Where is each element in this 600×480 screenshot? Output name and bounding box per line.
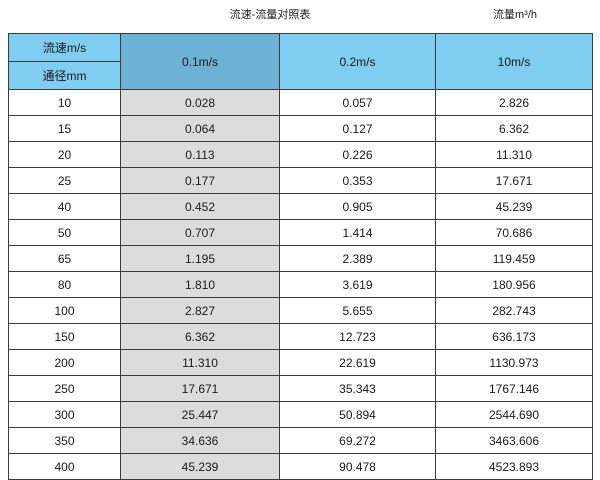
cell-flow-10: 282.743: [435, 297, 593, 324]
header-velocity-label: 流速m/s: [8, 33, 121, 62]
unit-label: 流量m³/h: [493, 9, 537, 21]
cell-flow-0-1: 0.452: [120, 193, 280, 220]
table-row: 250 17.671 35.343 1767.146: [8, 375, 593, 402]
cell-diameter: 10: [8, 89, 121, 116]
cell-flow-0-1: 0.707: [120, 219, 280, 246]
cell-diameter: 150: [8, 323, 121, 350]
cell-flow-10: 6.362: [435, 115, 593, 142]
cell-diameter: 25: [8, 167, 121, 194]
table-row: 50 0.707 1.414 70.686: [8, 219, 593, 246]
cell-flow-0-1: 17.671: [120, 375, 280, 402]
cell-diameter: 15: [8, 115, 121, 142]
cell-flow-0-2: 35.343: [279, 375, 436, 402]
cell-flow-0-2: 0.353: [279, 167, 436, 194]
cell-diameter: 300: [8, 401, 121, 428]
cell-flow-0-2: 22.619: [279, 349, 436, 376]
cell-flow-0-1: 1.810: [120, 271, 280, 298]
cell-flow-0-2: 90.478: [279, 453, 436, 480]
cell-diameter: 200: [8, 349, 121, 376]
cell-flow-10: 119.459: [435, 245, 593, 272]
cell-flow-10: 4523.893: [435, 453, 593, 480]
table-header-row-top: 流速m/s 0.1m/s 0.2m/s 10m/s: [8, 33, 593, 90]
header-column-2[interactable]: 0.2m/s: [279, 33, 436, 90]
cell-flow-10: 45.239: [435, 193, 593, 220]
flow-rate-table-container: 流速m/s 0.1m/s 0.2m/s 10m/s 通径mm 10 0.028 0.057 2.…: [8, 33, 593, 480]
header-diameter-label: 通径mm: [8, 61, 121, 90]
cell-flow-10: 70.686: [435, 219, 593, 246]
table-row: 65 1.195 2.389 119.459: [8, 245, 593, 272]
table-row: 100 2.827 5.655 282.743: [8, 297, 593, 324]
cell-flow-0-1: 0.113: [120, 141, 280, 168]
cell-diameter: 80: [8, 271, 121, 298]
cell-diameter: 400: [8, 453, 121, 480]
cell-flow-0-1: 0.064: [120, 115, 280, 142]
cell-flow-0-2: 12.723: [279, 323, 436, 350]
cell-flow-0-1: 11.310: [120, 349, 280, 376]
cell-flow-0-2: 3.619: [279, 271, 436, 298]
cell-flow-0-2: 0.226: [279, 141, 436, 168]
cell-flow-10: 11.310: [435, 141, 593, 168]
cell-flow-10: 1767.146: [435, 375, 593, 402]
cell-flow-10: 3463.606: [435, 427, 593, 454]
table-row: 300 25.447 50.894 2544.690: [8, 401, 593, 428]
cell-flow-10: 636.173: [435, 323, 593, 350]
page-root: 流速-流量对照表 流量m³/h 流速m/s 0.1m/s 0.2m/s 10m/s 通径…: [8, 9, 593, 480]
table-row: 80 1.810 3.619 180.956: [8, 271, 593, 298]
cell-flow-0-2: 50.894: [279, 401, 436, 428]
cell-flow-0-1: 45.239: [120, 453, 280, 480]
table-row: 150 6.362 12.723 636.173: [8, 323, 593, 350]
cell-flow-0-1: 0.177: [120, 167, 280, 194]
cell-diameter: 100: [8, 297, 121, 324]
cell-flow-0-2: 0.905: [279, 193, 436, 220]
cell-flow-10: 2.826: [435, 89, 593, 116]
cell-flow-10: 2544.690: [435, 401, 593, 428]
cell-flow-0-2: 2.389: [279, 245, 436, 272]
cell-flow-0-2: 0.057: [279, 89, 436, 116]
cell-diameter: 40: [8, 193, 121, 220]
cell-flow-0-1: 25.447: [120, 401, 280, 428]
cell-flow-0-1: 2.827: [120, 297, 280, 324]
table-row: 350 34.636 69.272 3463.606: [8, 427, 593, 454]
table-row: 20 0.113 0.226 11.310: [8, 141, 593, 168]
chart-title: 流速-流量对照表: [229, 9, 311, 21]
cell-diameter: 50: [8, 219, 121, 246]
cell-diameter: 350: [8, 427, 121, 454]
header-column-1[interactable]: 0.1m/s: [120, 33, 280, 90]
flow-rate-table: 流速m/s 0.1m/s 0.2m/s 10m/s 通径mm 10 0.028 0.057 2.…: [8, 33, 593, 480]
table-row: 40 0.452 0.905 45.239: [8, 193, 593, 220]
table-row: 400 45.239 90.478 4523.893: [8, 453, 593, 480]
cell-flow-0-2: 69.272: [279, 427, 436, 454]
cell-flow-0-1: 34.636: [120, 427, 280, 454]
cell-flow-0-1: 6.362: [120, 323, 280, 350]
cell-diameter: 20: [8, 141, 121, 168]
cell-flow-10: 17.671: [435, 167, 593, 194]
cell-flow-0-1: 0.028: [120, 89, 280, 116]
cell-flow-0-2: 5.655: [279, 297, 436, 324]
cell-flow-10: 1130.973: [435, 349, 593, 376]
table-row: 25 0.177 0.353 17.671: [8, 167, 593, 194]
header-column-3[interactable]: 10m/s: [435, 33, 593, 90]
table-row: 200 11.310 22.619 1130.973: [8, 349, 593, 376]
cell-diameter: 65: [8, 245, 121, 272]
cell-flow-0-1: 1.195: [120, 245, 280, 272]
cell-flow-0-2: 1.414: [279, 219, 436, 246]
table-row: 15 0.064 0.127 6.362: [8, 115, 593, 142]
cell-diameter: 250: [8, 375, 121, 402]
cell-flow-0-2: 0.127: [279, 115, 436, 142]
cell-flow-10: 180.956: [435, 271, 593, 298]
table-row: 10 0.028 0.057 2.826: [8, 89, 593, 116]
